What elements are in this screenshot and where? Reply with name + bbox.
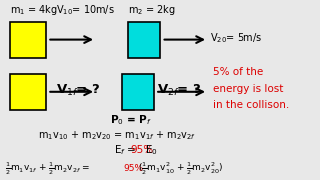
Text: ($\frac{1}{2}$m$_1$v$^2_{10}$ + $\frac{1}{2}$m$_2$v$^2_{20}$): ($\frac{1}{2}$m$_1$v$^2_{10}$ + $\frac{1… [138, 160, 224, 177]
Text: P$_0$ = P$_f$: P$_0$ = P$_f$ [110, 114, 152, 127]
Text: V$_{20}$= 5m/s: V$_{20}$= 5m/s [210, 31, 262, 45]
Text: E$_0$: E$_0$ [145, 143, 158, 157]
Text: 95%: 95% [123, 164, 143, 173]
Text: 5% of the: 5% of the [213, 67, 263, 77]
Text: m$_1$ = 4kg: m$_1$ = 4kg [10, 3, 57, 17]
Text: 95%: 95% [131, 145, 154, 155]
Bar [122, 74, 154, 110]
Bar [128, 22, 160, 58]
Text: V$_{1f}$= ?: V$_{1f}$= ? [56, 83, 100, 98]
Bar [10, 74, 46, 110]
Text: in the collison.: in the collison. [213, 100, 289, 110]
Bar [10, 22, 46, 58]
Text: V$_{2f}$= ?: V$_{2f}$= ? [157, 83, 201, 98]
Text: E$_f$ =: E$_f$ = [114, 143, 137, 157]
Text: m$_2$ = 2kg: m$_2$ = 2kg [128, 3, 176, 17]
Text: m$_1$v$_{10}$ + m$_2$v$_{20}$ = m$_1$v$_{1f}$ + m$_2$v$_{2f}$: m$_1$v$_{10}$ + m$_2$v$_{20}$ = m$_1$v$_… [38, 129, 196, 142]
Text: V$_{10}$= 10m/s: V$_{10}$= 10m/s [56, 3, 115, 17]
Text: $\frac{1}{2}$m$_1$v$_{1f}$ + $\frac{1}{2}$m$_2$v$_{2f}$ =: $\frac{1}{2}$m$_1$v$_{1f}$ + $\frac{1}{2… [5, 160, 91, 177]
Text: energy is lost: energy is lost [213, 84, 283, 94]
